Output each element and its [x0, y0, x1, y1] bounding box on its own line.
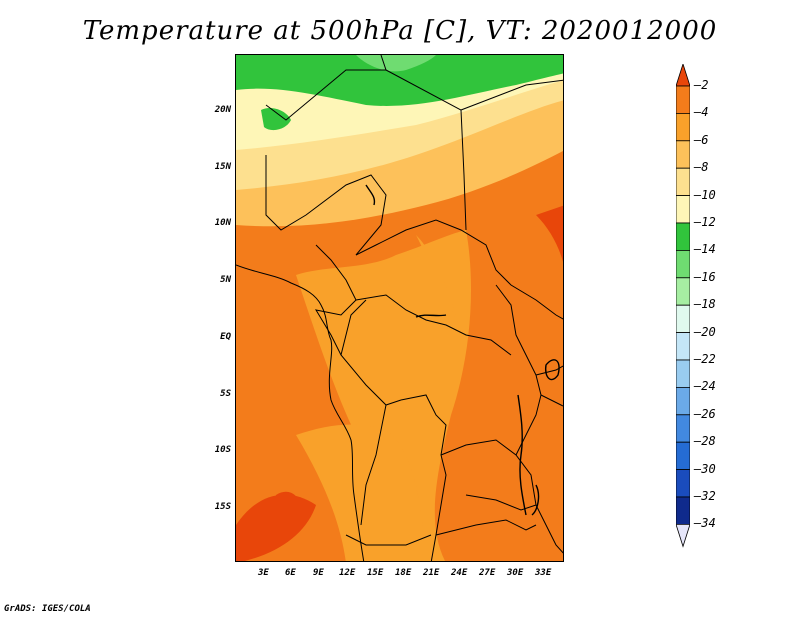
colorbar-label: –30 — [694, 461, 716, 476]
lon-label: 27E — [479, 568, 496, 578]
field-patch-green — [261, 108, 291, 131]
lon-label: 30E — [507, 568, 524, 578]
colorbar-block — [676, 332, 690, 361]
lon-label: 6E — [285, 568, 296, 578]
colorbar-block — [676, 469, 690, 498]
colorbar-block — [676, 359, 690, 388]
lat-label: 10S — [214, 445, 231, 455]
lon-label: 9E — [313, 568, 324, 578]
colorbar-bottom-arrow — [676, 524, 690, 548]
field-patch-warm-ne — [536, 205, 563, 262]
colorbar-block — [676, 140, 690, 169]
colorbar-label: –4 — [694, 105, 709, 120]
lat-label: 5S — [220, 389, 231, 399]
country-borders — [236, 55, 563, 561]
lat-label: 10N — [214, 218, 231, 228]
temperature-field — [236, 55, 563, 561]
colorbar-block — [676, 85, 690, 114]
lat-label: 5N — [220, 275, 231, 285]
colorbar-label: –12 — [694, 215, 716, 229]
field-band-minus6-center — [296, 230, 471, 561]
colorbar-block — [676, 249, 690, 279]
colorbar-block — [676, 167, 690, 196]
colorbar-label: –28 — [694, 434, 716, 449]
temperature-map — [235, 54, 564, 562]
lake-outlines — [365, 184, 560, 516]
lon-label: 3E — [258, 568, 269, 578]
field-band-minus16 — [356, 55, 436, 72]
colorbar-block — [676, 222, 690, 251]
field-patch-warm-s — [276, 491, 300, 517]
colorbar-block — [676, 386, 690, 416]
colorbar-block — [676, 496, 690, 525]
colorbar-label: –18 — [694, 297, 716, 312]
colorbar-label: –26 — [694, 406, 716, 421]
lat-label: 20N — [214, 105, 231, 115]
lon-label: 18E — [395, 568, 412, 578]
lat-label: 15N — [214, 162, 231, 172]
colorbar-label: –34 — [694, 516, 716, 531]
lon-label: 15E — [367, 568, 384, 578]
colorbar-block — [676, 414, 690, 443]
colorbar-label: –2 — [694, 78, 709, 92]
colorbar-block — [676, 277, 690, 306]
colorbar-label: –14 — [694, 242, 716, 257]
lat-label: EQ — [220, 332, 231, 342]
colorbar-label: –16 — [694, 269, 716, 284]
lon-label: 33E — [535, 568, 552, 578]
colorbar-label: –20 — [694, 324, 716, 339]
lon-label: 12E — [339, 568, 356, 578]
map-title: Temperature at 500hPa [C], VT: 202001200… — [82, 16, 718, 46]
colorbar-label: –8 — [694, 160, 709, 175]
colorbar-block — [676, 195, 690, 224]
colorbar-top-arrow — [676, 64, 690, 87]
lon-label: 21E — [423, 568, 440, 578]
colorbar-block — [676, 441, 690, 471]
colorbar-blocks — [676, 64, 690, 548]
grads-credit: GrADS: IGES/COLA — [4, 604, 91, 614]
colorbar-label: –10 — [694, 187, 716, 202]
lon-label: 24E — [451, 568, 468, 578]
colorbar-label: –22 — [694, 352, 716, 366]
colorbar-block — [676, 304, 690, 333]
colorbar-label: –24 — [694, 379, 716, 394]
colorbar — [676, 64, 690, 548]
colorbar-label: –6 — [694, 132, 709, 147]
colorbar-label: –32 — [694, 489, 716, 503]
field-band-minus6-south — [296, 424, 424, 561]
colorbar-block — [676, 113, 690, 142]
lat-label: 15S — [214, 502, 231, 512]
